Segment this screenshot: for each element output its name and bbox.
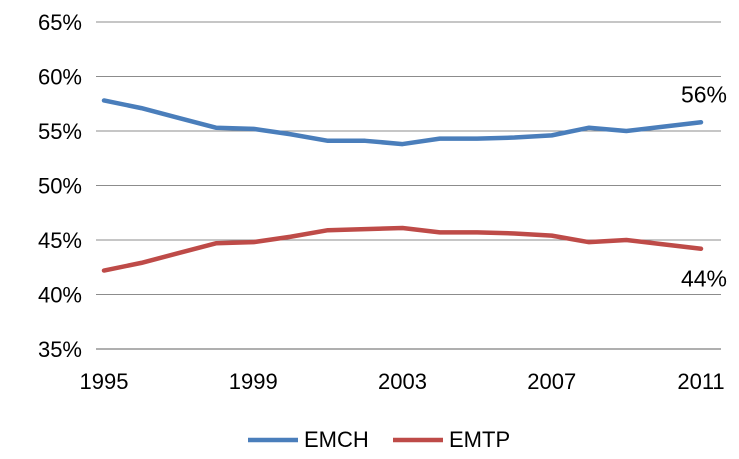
legend: EMCH EMTP: [248, 427, 510, 452]
x-tick-label: 2011: [677, 369, 724, 394]
x-tick-label: 2007: [527, 369, 576, 394]
end-value-label-emtp: 44%: [681, 266, 727, 292]
y-tick-label: 45%: [38, 228, 82, 253]
x-tick-label: 2003: [378, 369, 427, 394]
end-value-label-emch: 56%: [681, 81, 727, 107]
data-labels: 56% 44%: [681, 81, 727, 291]
y-tick-label: 55%: [38, 119, 82, 144]
series-lines: [101, 98, 704, 273]
axes: 35% 40% 45% 50% 55% 60% 65% 1995 1999 2003 2007 201…: [38, 10, 725, 394]
series-line-emch: [101, 98, 704, 147]
legend-label-emch: EMCH: [304, 427, 369, 452]
y-tick-label: 60%: [38, 65, 82, 90]
y-tick-label: 40%: [38, 283, 82, 308]
y-tick-label: 50%: [38, 174, 82, 199]
y-tick-label: 65%: [38, 10, 82, 35]
y-tick-label: 35%: [38, 337, 82, 362]
gridlines: [96, 21, 721, 350]
legend-label-emtp: EMTP: [449, 427, 510, 452]
x-tick-label: 1995: [80, 369, 129, 394]
x-tick-label: 1999: [229, 369, 278, 394]
series-line-emtp: [101, 225, 704, 273]
